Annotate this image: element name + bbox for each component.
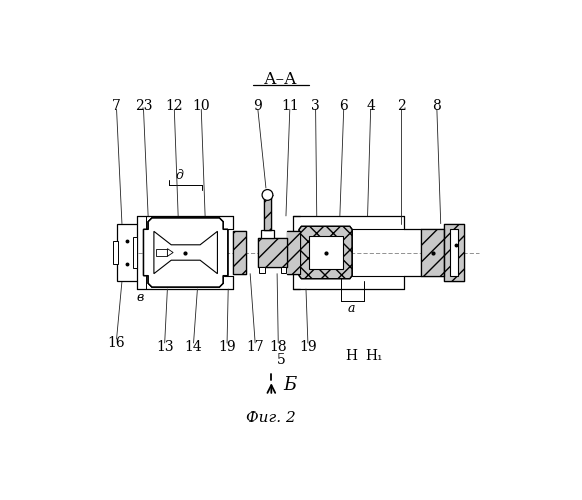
Circle shape (262, 190, 273, 200)
Bar (449, 230, 458, 276)
Text: 18: 18 (269, 340, 287, 354)
Polygon shape (264, 195, 271, 230)
Bar (264, 195, 271, 230)
Text: д: д (175, 169, 183, 182)
Text: 14: 14 (184, 340, 203, 354)
Text: 7: 7 (112, 99, 121, 113)
Bar (113, 241, 118, 264)
Text: 19: 19 (299, 340, 317, 354)
Bar (233, 232, 246, 274)
Polygon shape (168, 248, 173, 256)
Bar (133, 237, 137, 268)
Text: 23: 23 (135, 99, 152, 113)
Text: H₁: H₁ (365, 348, 384, 362)
Bar (261, 230, 274, 238)
Polygon shape (144, 218, 228, 287)
Polygon shape (444, 224, 464, 282)
Polygon shape (308, 236, 343, 268)
Text: 8: 8 (432, 99, 441, 113)
Bar (260, 268, 265, 272)
Bar (156, 248, 168, 256)
Text: Б: Б (283, 376, 296, 394)
Bar (288, 232, 300, 274)
Circle shape (262, 190, 273, 200)
Text: 11: 11 (281, 99, 299, 113)
Text: 10: 10 (193, 99, 210, 113)
Polygon shape (288, 232, 300, 274)
Polygon shape (258, 238, 288, 267)
Text: 2: 2 (397, 99, 406, 113)
Text: H: H (345, 348, 357, 362)
Polygon shape (154, 232, 218, 274)
Polygon shape (299, 226, 352, 278)
Text: 3: 3 (311, 99, 320, 113)
Bar (444, 224, 464, 282)
Text: А–А: А–А (264, 70, 298, 88)
Text: 5: 5 (276, 354, 285, 368)
Bar (421, 230, 444, 276)
Text: Фиг. 2: Фиг. 2 (246, 411, 296, 425)
Text: a: a (347, 302, 355, 315)
Text: 9: 9 (254, 99, 262, 113)
Text: 12: 12 (165, 99, 183, 113)
Text: 13: 13 (156, 340, 173, 354)
Text: в: в (136, 292, 143, 304)
Polygon shape (233, 232, 246, 274)
Bar (118, 224, 137, 282)
Text: 4: 4 (366, 99, 375, 113)
Bar (281, 268, 286, 272)
Text: 6: 6 (339, 99, 348, 113)
Polygon shape (421, 230, 444, 276)
Bar (258, 238, 288, 267)
Polygon shape (144, 218, 228, 287)
Text: 16: 16 (108, 336, 125, 350)
Text: 17: 17 (246, 340, 264, 354)
Text: 19: 19 (218, 340, 236, 354)
